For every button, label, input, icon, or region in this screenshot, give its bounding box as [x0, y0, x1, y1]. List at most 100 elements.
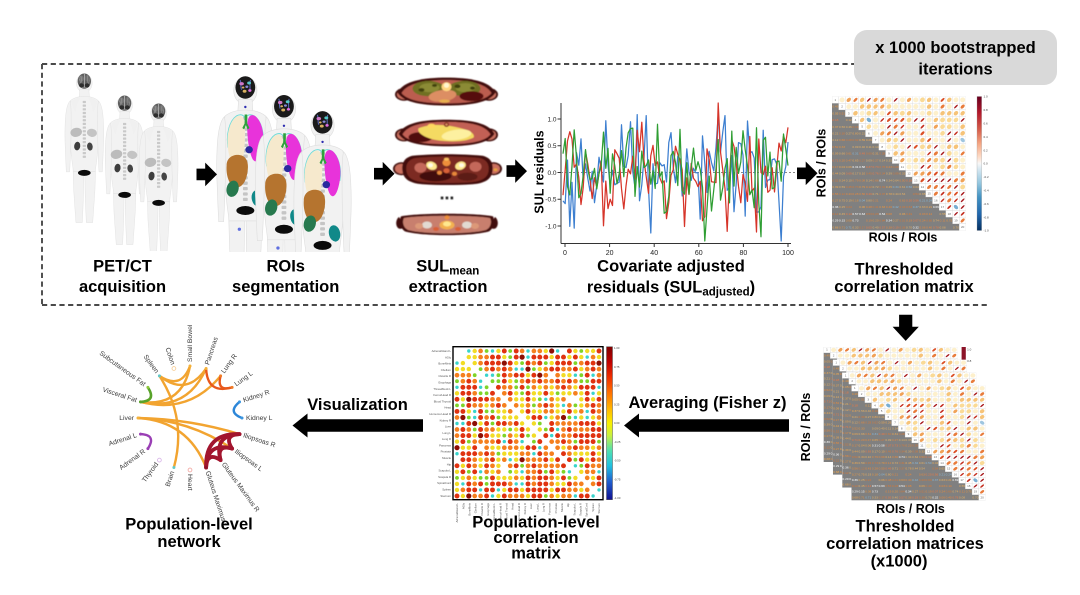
svg-text:Cbellum: Cbellum: [441, 368, 452, 372]
svg-text:Heart: Heart: [186, 474, 193, 491]
svg-text:ROIs / ROIs: ROIs / ROIs: [869, 231, 938, 245]
svg-text:-1.00: -1.00: [614, 496, 621, 500]
svg-text:Muscle: Muscle: [560, 503, 564, 512]
svg-text:segmentation: segmentation: [232, 278, 339, 296]
svg-text:0.5: 0.5: [547, 143, 556, 150]
svg-text:0: 0: [563, 250, 567, 257]
svg-text:1.0: 1.0: [984, 95, 989, 99]
svg-text:Lung L: Lung L: [442, 431, 451, 435]
svg-text:Muscle: Muscle: [442, 456, 451, 460]
svg-text:ROIs / ROIs: ROIs / ROIs: [815, 129, 829, 198]
svg-text:AdrenalGland L: AdrenalGland L: [455, 503, 459, 523]
svg-text:FemurHead R: FemurHead R: [433, 393, 451, 397]
svg-text:BoneMets: BoneMets: [467, 502, 471, 515]
svg-text:Averaging (Fisher z): Averaging (Fisher z): [629, 394, 787, 412]
svg-text:Scapula R: Scapula R: [438, 475, 451, 479]
svg-text:1.00: 1.00: [614, 346, 620, 350]
svg-text:Spleen: Spleen: [442, 487, 451, 491]
svg-text:Population-level: Population-level: [472, 514, 599, 532]
svg-text:BoneMets: BoneMets: [438, 362, 451, 366]
svg-text:FemurHead R: FemurHead R: [498, 503, 502, 521]
svg-text:Blood Thyroid: Blood Thyroid: [434, 399, 452, 403]
svg-text:Scapula L: Scapula L: [572, 503, 576, 516]
svg-text:network: network: [157, 533, 221, 551]
svg-text:-0.5: -0.5: [545, 197, 557, 204]
svg-text:correlation matrix: correlation matrix: [834, 278, 974, 296]
svg-text:Humeros Head R: Humeros Head R: [429, 412, 451, 416]
svg-text:-0.6: -0.6: [984, 202, 990, 206]
svg-text:Pancreas: Pancreas: [548, 502, 552, 514]
svg-text:Humeros Head R: Humeros Head R: [517, 503, 521, 525]
svg-text:Hip: Hip: [447, 462, 452, 466]
svg-text:Scapula L: Scapula L: [439, 469, 452, 473]
svg-text:Liver: Liver: [529, 503, 533, 509]
svg-text:-0.50: -0.50: [614, 459, 621, 463]
svg-text:iterations: iterations: [918, 61, 992, 79]
svg-text:-0.4: -0.4: [984, 189, 990, 193]
svg-text:Kidney L: Kidney L: [246, 415, 273, 422]
svg-text:Small Bowel: Small Bowel: [187, 324, 194, 362]
svg-text:Liver: Liver: [445, 425, 451, 429]
svg-text:-0.2: -0.2: [984, 175, 990, 179]
svg-text:Brain: Brain: [165, 470, 177, 487]
svg-text:Kidney R: Kidney R: [523, 503, 527, 514]
svg-text:Sternum: Sternum: [597, 502, 601, 513]
svg-text:Esophags: Esophags: [486, 502, 490, 515]
svg-text:AGly: AGly: [445, 355, 452, 359]
svg-text:correlation: correlation: [493, 529, 578, 547]
svg-text:x 1000 bootstrapped: x 1000 bootstrapped: [875, 39, 1035, 57]
svg-text:AGly: AGly: [461, 502, 465, 509]
svg-text:0.8: 0.8: [984, 108, 989, 112]
svg-text:80: 80: [740, 250, 748, 257]
svg-text:-0.8: -0.8: [984, 215, 990, 219]
svg-text:Pancreas: Pancreas: [439, 443, 451, 447]
svg-text:0.0: 0.0: [984, 162, 989, 166]
svg-text:Spleen: Spleen: [591, 503, 595, 512]
svg-text:SUL residuals: SUL residuals: [533, 130, 547, 213]
svg-text:extraction: extraction: [409, 278, 488, 296]
svg-text:0.75: 0.75: [614, 365, 620, 369]
svg-text:correlation matrices: correlation matrices: [826, 535, 984, 553]
svg-text:Prostate: Prostate: [554, 503, 558, 514]
svg-text:1.0: 1.0: [967, 348, 972, 352]
svg-text:1.0: 1.0: [547, 116, 556, 123]
svg-text:Thresholded: Thresholded: [855, 518, 954, 536]
svg-text:Kidney R: Kidney R: [440, 418, 451, 422]
svg-text:Clavicle R: Clavicle R: [438, 374, 451, 378]
svg-text:0.00: 0.00: [614, 421, 620, 425]
svg-text:-0.75: -0.75: [614, 477, 621, 481]
svg-text:Liver: Liver: [119, 415, 134, 422]
svg-text:Covariate adjusted: Covariate adjusted: [597, 258, 745, 276]
svg-text:0.6: 0.6: [984, 122, 989, 126]
svg-text:0.25: 0.25: [614, 402, 620, 406]
svg-text:Prostate: Prostate: [441, 450, 452, 454]
svg-text:AdrenalGland L: AdrenalGland L: [432, 349, 452, 353]
svg-text:Lung L: Lung L: [535, 503, 539, 512]
svg-text:-1.0: -1.0: [545, 223, 557, 230]
svg-text:Hip: Hip: [566, 503, 570, 508]
svg-text:Clavicle R: Clavicle R: [480, 503, 484, 516]
svg-text:Esophags: Esophags: [439, 381, 452, 385]
svg-text:PET/CT: PET/CT: [93, 258, 152, 276]
svg-text:Head: Head: [511, 503, 515, 510]
svg-text:-1.0: -1.0: [984, 229, 990, 233]
svg-text:Thresholded: Thresholded: [854, 261, 953, 279]
svg-text:SpinalCord: SpinalCord: [437, 481, 451, 485]
svg-text:ROIs: ROIs: [266, 258, 305, 276]
svg-text:-0.25: -0.25: [614, 440, 621, 444]
svg-text:0.2: 0.2: [984, 148, 989, 152]
svg-text:SpinalCord: SpinalCord: [585, 503, 589, 517]
svg-text:acquisition: acquisition: [79, 278, 166, 296]
svg-text:0.4: 0.4: [984, 135, 989, 139]
svg-text:ThreadNeck L: ThreadNeck L: [433, 387, 451, 391]
svg-text:Population-level: Population-level: [125, 516, 252, 534]
svg-text:ROIs / ROIs: ROIs / ROIs: [876, 502, 945, 516]
svg-text:40: 40: [650, 250, 658, 257]
svg-text:ROIs / ROIs: ROIs / ROIs: [799, 393, 813, 462]
svg-text:60: 60: [695, 250, 703, 257]
svg-text:Visualization: Visualization: [307, 396, 408, 414]
svg-text:(x1000): (x1000): [871, 553, 928, 571]
svg-text:matrix: matrix: [511, 545, 561, 563]
svg-text:Lung R: Lung R: [541, 503, 545, 512]
svg-text:Scapula R: Scapula R: [578, 503, 582, 516]
